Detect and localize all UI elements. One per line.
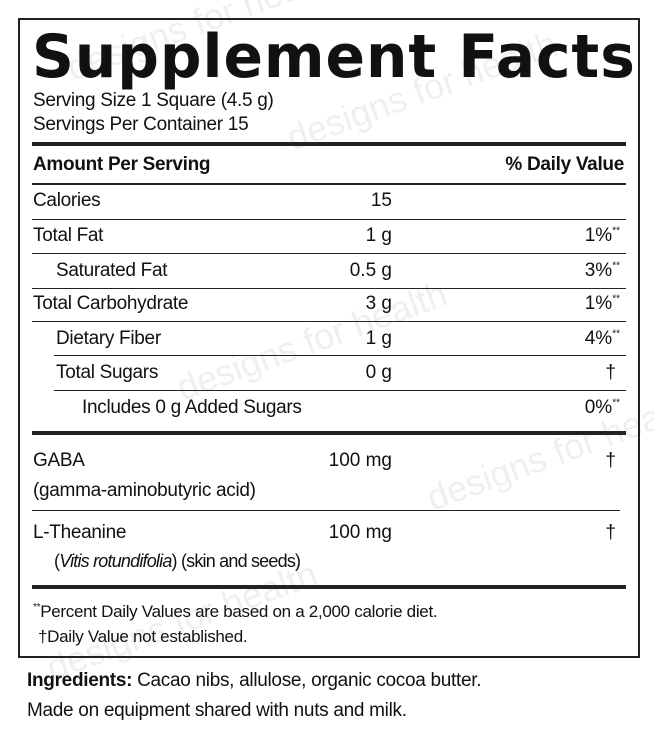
nutrient-name: Calories	[33, 190, 101, 211]
footnote-dagger: †Daily Value not established.	[38, 627, 248, 646]
servings-per-container: Servings Per Container 15	[33, 114, 249, 135]
nutrient-dv: 1%**	[584, 293, 620, 314]
divider	[32, 288, 626, 289]
nutrient-dv: †	[605, 362, 616, 383]
nutrient-dv: 1%**	[584, 225, 620, 246]
ingredient-amount: 100 mg	[328, 450, 392, 471]
nutrient-dv: 3%**	[584, 260, 620, 281]
serving-size: Serving Size 1 Square (4.5 g)	[33, 90, 274, 111]
divider	[32, 510, 620, 511]
ingredient-description: (Vitis rotundifolia) (skin and seeds)	[54, 551, 301, 571]
ingredient-amount: 100 mg	[328, 522, 392, 543]
nutrient-amount: 0 g	[365, 362, 392, 383]
divider	[32, 183, 626, 185]
nutrient-dv: 0%**	[584, 397, 620, 418]
divider	[32, 142, 626, 146]
ingredient-description: (gamma-aminobutyric acid)	[33, 480, 256, 501]
divider	[32, 219, 626, 220]
ingredients-line: Ingredients: Cacao nibs, allulose, organ…	[27, 670, 482, 691]
ingredient-name: GABA	[33, 450, 85, 471]
ingredient-name: L-Theanine	[33, 522, 127, 543]
nutrient-amount: 1 g	[365, 328, 392, 349]
divider	[32, 321, 626, 322]
divider	[54, 390, 626, 391]
nutrient-amount: 1 g	[365, 225, 392, 246]
panel-title: Supplement Facts	[32, 22, 636, 92]
supplement-facts-panel: Supplement Facts Serving Size 1 Square (…	[18, 18, 640, 658]
nutrient-name: Saturated Fat	[56, 260, 168, 281]
divider	[54, 355, 626, 356]
divider	[32, 253, 626, 254]
nutrient-name: Total Sugars	[56, 362, 159, 383]
nutrient-name: Total Carbohydrate	[33, 293, 189, 314]
nutrient-name: Total Fat	[33, 225, 104, 246]
footnote-percent: **Percent Daily Values are based on a 2,…	[33, 602, 438, 621]
divider	[32, 585, 626, 589]
nutrient-name: Dietary Fiber	[56, 328, 161, 349]
nutrient-amount: 3 g	[365, 293, 392, 314]
nutrient-dv: 4%**	[584, 328, 620, 349]
amount-header: Amount Per Serving	[33, 154, 211, 175]
divider	[32, 431, 626, 435]
ingredient-dv: †	[605, 522, 616, 543]
nutrient-amount: 15	[370, 190, 392, 211]
nutrient-amount: 0.5 g	[349, 260, 392, 281]
daily-value-header: % Daily Value	[505, 154, 624, 175]
allergen-statement: Made on equipment shared with nuts and m…	[27, 700, 407, 721]
nutrient-name: Includes 0 g Added Sugars	[82, 397, 302, 418]
ingredient-dv: †	[605, 450, 616, 471]
